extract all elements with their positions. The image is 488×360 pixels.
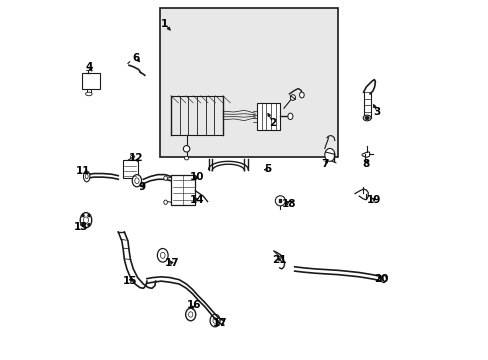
Bar xyxy=(82,73,100,89)
Bar xyxy=(257,103,280,130)
Ellipse shape xyxy=(210,314,220,327)
Text: 17: 17 xyxy=(212,318,227,328)
Text: 15: 15 xyxy=(122,276,137,286)
Ellipse shape xyxy=(132,175,142,187)
Text: 20: 20 xyxy=(373,274,388,284)
Text: 12: 12 xyxy=(129,153,143,163)
Ellipse shape xyxy=(163,176,167,180)
Text: 14: 14 xyxy=(189,195,204,205)
Text: 3: 3 xyxy=(373,107,380,117)
Ellipse shape xyxy=(188,312,192,317)
Text: 10: 10 xyxy=(189,172,204,182)
Ellipse shape xyxy=(83,171,90,182)
Bar xyxy=(279,199,281,202)
Ellipse shape xyxy=(135,178,139,184)
Ellipse shape xyxy=(80,213,92,228)
Text: 17: 17 xyxy=(164,258,179,268)
Text: 19: 19 xyxy=(366,195,381,205)
Text: 2: 2 xyxy=(269,118,276,128)
Text: 21: 21 xyxy=(272,255,286,265)
Ellipse shape xyxy=(85,92,92,96)
Text: 8: 8 xyxy=(362,159,369,169)
Ellipse shape xyxy=(380,275,386,283)
Text: 9: 9 xyxy=(139,182,145,192)
Ellipse shape xyxy=(324,148,334,161)
Text: 18: 18 xyxy=(282,199,296,210)
Text: 13: 13 xyxy=(74,222,88,231)
Circle shape xyxy=(88,224,90,226)
Text: 7: 7 xyxy=(321,159,328,169)
Text: 6: 6 xyxy=(132,53,140,63)
Ellipse shape xyxy=(157,248,168,262)
Text: 4: 4 xyxy=(86,62,93,72)
Ellipse shape xyxy=(163,200,167,204)
Circle shape xyxy=(81,215,84,217)
Ellipse shape xyxy=(212,318,217,323)
Text: 1: 1 xyxy=(161,19,168,29)
Ellipse shape xyxy=(363,115,370,121)
Text: 16: 16 xyxy=(186,300,201,310)
Bar xyxy=(123,160,137,178)
Ellipse shape xyxy=(290,95,295,100)
Circle shape xyxy=(81,224,84,226)
Text: 11: 11 xyxy=(76,166,90,176)
Ellipse shape xyxy=(130,155,135,158)
Circle shape xyxy=(88,215,90,217)
Ellipse shape xyxy=(183,145,189,152)
Ellipse shape xyxy=(83,217,88,224)
Ellipse shape xyxy=(160,252,165,258)
Ellipse shape xyxy=(184,156,188,160)
Text: 5: 5 xyxy=(264,164,271,174)
Bar xyxy=(160,8,337,157)
Bar xyxy=(171,175,195,205)
Ellipse shape xyxy=(85,174,88,179)
Ellipse shape xyxy=(185,308,195,321)
Ellipse shape xyxy=(365,117,368,120)
Circle shape xyxy=(275,196,285,206)
Ellipse shape xyxy=(287,113,292,120)
Ellipse shape xyxy=(299,92,304,98)
